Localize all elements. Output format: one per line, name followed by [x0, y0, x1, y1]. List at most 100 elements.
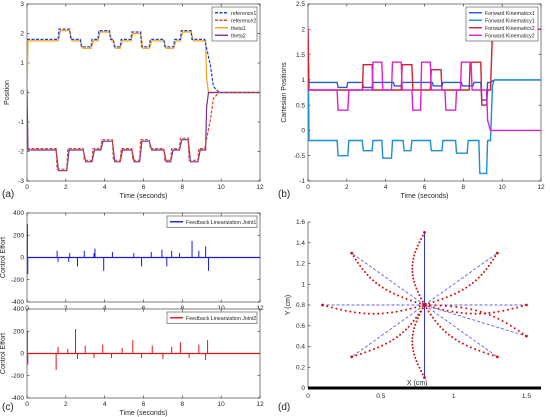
x-tick-label: 12 — [537, 184, 545, 191]
trajectory-point — [494, 255, 497, 258]
x-tick-label: 0 — [25, 184, 29, 191]
series-group — [308, 28, 541, 175]
trajectory-point — [369, 276, 372, 279]
y-tick-label: 0 — [20, 351, 24, 358]
trajectory-point — [392, 292, 395, 295]
y-tick-label: -200 — [11, 373, 24, 380]
trajectory-point — [478, 349, 481, 352]
trajectory-point — [401, 296, 404, 299]
trajectory-point — [480, 273, 483, 276]
x-tick-label: 2 — [64, 184, 68, 191]
trajectory-point — [377, 312, 380, 315]
y-tick-label: 0.8 — [296, 302, 305, 309]
series-group — [27, 224, 260, 275]
trajectory-point — [421, 234, 424, 237]
trajectory-point — [474, 348, 477, 351]
trajectory-point — [458, 340, 461, 343]
x-tick-label: 6 — [423, 184, 427, 191]
y-tick-label: 2 — [20, 31, 24, 38]
y-axis-label: Control Effort — [0, 237, 7, 278]
trajectory-point — [437, 307, 440, 310]
series-line — [308, 31, 541, 175]
x-tick-label: 4 — [103, 401, 107, 408]
trajectory-point — [359, 264, 362, 267]
trajectory-point — [420, 370, 423, 373]
y-tick-label: 1.5 — [296, 52, 305, 59]
trajectory-point — [509, 324, 512, 327]
x-tick-label: 6 — [142, 401, 146, 408]
trajectory-point — [449, 294, 452, 297]
endpoint-marker — [525, 334, 528, 338]
trajectory-point — [417, 313, 420, 316]
trajectory-point — [330, 306, 333, 309]
trajectory-point — [477, 276, 480, 279]
trajectory-point — [455, 311, 458, 314]
trajectory-point — [381, 312, 384, 315]
series-line — [27, 89, 260, 172]
trajectory-point — [461, 288, 464, 291]
trajectory-point — [418, 241, 421, 244]
trajectory-point — [490, 261, 493, 264]
trajectory-point — [410, 322, 413, 325]
x-tick-label: 1 — [452, 393, 456, 400]
trajectory-point — [414, 323, 417, 326]
legend-box — [166, 215, 258, 228]
trajectory-point — [469, 346, 472, 349]
x-tick-label: 8 — [181, 401, 185, 408]
trajectory-point — [411, 343, 414, 346]
y-axis-label: Cartesian Positions — [281, 62, 288, 123]
x-tick-label: 2 — [64, 305, 68, 312]
endpoint-marker — [350, 355, 354, 359]
trajectory-point — [455, 305, 458, 308]
panel-label-d: (d) — [278, 402, 290, 413]
trajectory-point — [429, 313, 432, 316]
trajectory-point — [421, 373, 424, 376]
trajectory-point — [414, 284, 417, 287]
trajectory-point — [349, 310, 352, 313]
trajectory-point — [434, 304, 437, 307]
y-tick-label: -1 — [299, 178, 305, 185]
panel-label-a: (a) — [2, 189, 14, 200]
trajectory-point — [392, 338, 395, 341]
y-axis-label: Control Effort — [0, 333, 7, 374]
x-tick-label: 0.5 — [376, 393, 385, 400]
trajectory-point — [454, 338, 457, 341]
x-tick-label: 0 — [306, 393, 310, 400]
y-tick-label: 200 — [13, 328, 24, 335]
trajectory-point — [415, 360, 418, 363]
legend-entry: Forward Kinematicy2 — [485, 33, 535, 39]
trajectory-point — [441, 297, 444, 300]
trajectory-point — [418, 294, 421, 297]
trajectory-point — [502, 309, 505, 312]
legend-box — [166, 311, 258, 324]
trajectory-point — [451, 310, 454, 313]
trajectory-point — [474, 279, 477, 282]
x-tick-label: 0 — [25, 305, 29, 312]
x-tick-label: 0 — [306, 184, 310, 191]
trajectory-point — [353, 311, 356, 314]
trajectory-point — [354, 258, 357, 261]
trajectory-point — [416, 363, 419, 366]
center-marker — [422, 302, 427, 308]
trajectory-point — [420, 237, 423, 240]
trajectory-point — [475, 309, 478, 312]
trajectory-point — [414, 316, 417, 319]
legend: Feedback Linearization Joint1 — [166, 215, 258, 228]
trajectory-point — [416, 244, 419, 247]
trajectory-line — [424, 304, 527, 337]
y-tick-label: 0 — [301, 385, 305, 392]
y-tick-label: 1 — [20, 60, 24, 67]
trajectory-point — [457, 290, 460, 293]
trajectory-point — [399, 333, 402, 336]
trajectory-point — [411, 274, 414, 277]
trajectory-point — [506, 308, 509, 311]
y-axis-label: Position — [4, 80, 11, 105]
trajectory-point — [418, 302, 421, 305]
trajectory-point — [432, 301, 435, 304]
trajectory-point — [411, 340, 414, 343]
trajectory-point — [442, 328, 445, 331]
endpoint-marker — [321, 303, 324, 307]
trajectory-point — [389, 290, 392, 293]
trajectory-point — [412, 350, 415, 353]
